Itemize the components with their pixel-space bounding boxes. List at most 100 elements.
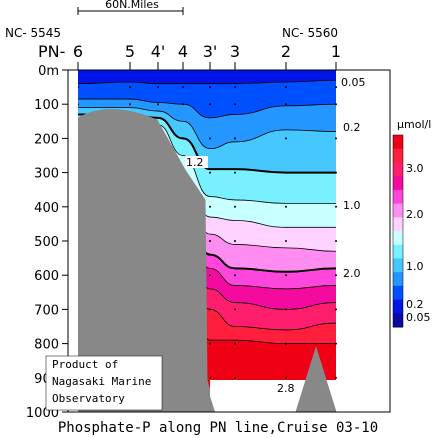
sample-point	[234, 376, 236, 379]
colorbar-frame	[392, 134, 404, 328]
colorbar-swatch	[393, 189, 403, 205]
sample-point	[234, 342, 236, 345]
sample-point	[335, 240, 337, 242]
contour-label-bg	[340, 76, 370, 88]
depth-tick-label: 100	[34, 98, 59, 113]
sample-point	[285, 137, 287, 140]
sample-point	[209, 86, 211, 89]
sample-point	[285, 376, 287, 379]
contour-line	[77, 107, 337, 150]
line-name: PN-	[38, 42, 65, 61]
sample-point	[285, 308, 287, 311]
contour-label: 0.2	[343, 121, 361, 134]
colorbar-tick-label: 3.0	[406, 162, 424, 175]
sample-point	[209, 205, 211, 208]
sample-point	[335, 342, 337, 345]
contour-line	[77, 79, 337, 85]
sample-point	[285, 103, 287, 106]
chart-title: Phosphate-P along PN line,Cruise 03-10	[58, 420, 378, 436]
contour-label: 2.8	[277, 382, 295, 395]
contour-label: 1.0	[343, 199, 361, 212]
sample-point	[234, 308, 236, 311]
colorbar-swatch	[393, 258, 403, 273]
seafloor-right-lower	[295, 346, 337, 412]
scale-bar-label: 60N.Miles	[105, 0, 159, 11]
sample-point	[335, 103, 337, 106]
depth-axis: 0m1002003004005006007008009001000	[26, 64, 68, 421]
sample-point	[335, 308, 337, 311]
station-label: 1	[331, 42, 341, 61]
colorbar-swatch	[393, 176, 403, 191]
sample-point	[285, 171, 287, 174]
depth-tick-label: 200	[34, 132, 59, 147]
station-id-left: NC- 5545	[5, 26, 61, 40]
contour-label: 2.0	[343, 267, 361, 280]
contour-label: 1.2	[186, 156, 204, 169]
station-id-right: NC- 5560	[282, 26, 338, 40]
depth-tick-label: 600	[34, 269, 59, 284]
contour-line	[78, 98, 337, 119]
credit-line-2: Nagasaki Marine	[52, 375, 151, 388]
colorbar: 3.0 2.0 1.0 0.20.05	[392, 134, 431, 328]
depth-tick-label: 500	[34, 235, 59, 250]
sample-point	[335, 137, 337, 140]
credit-line-1: Product of	[52, 358, 118, 371]
station-labels: 6 5 4' 4 3' 3 2 1	[73, 42, 341, 70]
contour-label-bg	[185, 156, 208, 168]
seafloor-left-lower	[200, 380, 215, 412]
depth-tick-label: 400	[34, 201, 59, 216]
sample-point	[285, 240, 287, 242]
colorbar-unit: μmol/l	[397, 118, 431, 131]
colorbar-swatch	[393, 313, 403, 328]
sample-point	[285, 342, 287, 345]
sample-point	[335, 86, 337, 89]
sample-point	[234, 205, 236, 208]
sample-point	[234, 86, 236, 89]
station-label: 4	[178, 42, 188, 61]
sample-point	[209, 376, 211, 379]
station-label: 6	[73, 42, 83, 61]
sample-point	[182, 86, 184, 89]
colorbar-swatch	[393, 203, 403, 218]
colorbar-swatch	[393, 299, 403, 314]
sample-point	[234, 103, 236, 106]
colorbar-tick-label: 1.0	[406, 260, 424, 273]
station-label: 5	[125, 42, 135, 61]
contour-label-bg	[276, 382, 299, 394]
sample-point	[335, 274, 337, 277]
blank-area-left	[68, 70, 78, 412]
station-label: 4'	[151, 42, 166, 61]
station-label: 3'	[203, 42, 218, 61]
colorbar-swatch	[393, 217, 403, 232]
sample-point	[335, 205, 337, 208]
sample-point	[209, 103, 211, 106]
contour-label-bg	[342, 267, 365, 279]
sample-point	[209, 342, 211, 345]
contour-label-bg	[342, 121, 365, 133]
sample-point	[234, 240, 236, 242]
colorbar-tick-label: 0.2	[406, 298, 424, 311]
seafloor-left	[77, 109, 216, 412]
sample-point	[129, 103, 131, 106]
sample-point	[234, 274, 236, 277]
colorbar-swatch	[393, 272, 403, 287]
sample-point	[234, 171, 236, 174]
sample-point	[157, 103, 159, 106]
sample-point	[234, 137, 236, 140]
depth-tick-label: 0m	[38, 64, 59, 79]
sample-point	[209, 308, 211, 311]
colorbar-swatch	[393, 285, 403, 301]
colorbar-swatch	[393, 231, 403, 246]
colorbar-tick-label: 2.0	[406, 208, 424, 221]
contour-label-bg	[342, 199, 365, 211]
sample-point	[209, 274, 211, 277]
sample-point	[209, 171, 211, 174]
sample-point	[157, 86, 159, 89]
depth-tick-label: 700	[34, 303, 59, 318]
colorbar-tick-label: 0.05	[406, 311, 431, 324]
sample-point	[285, 86, 287, 89]
sample-point	[182, 137, 184, 140]
station-label: 3	[230, 42, 240, 61]
sample-point	[209, 137, 211, 140]
